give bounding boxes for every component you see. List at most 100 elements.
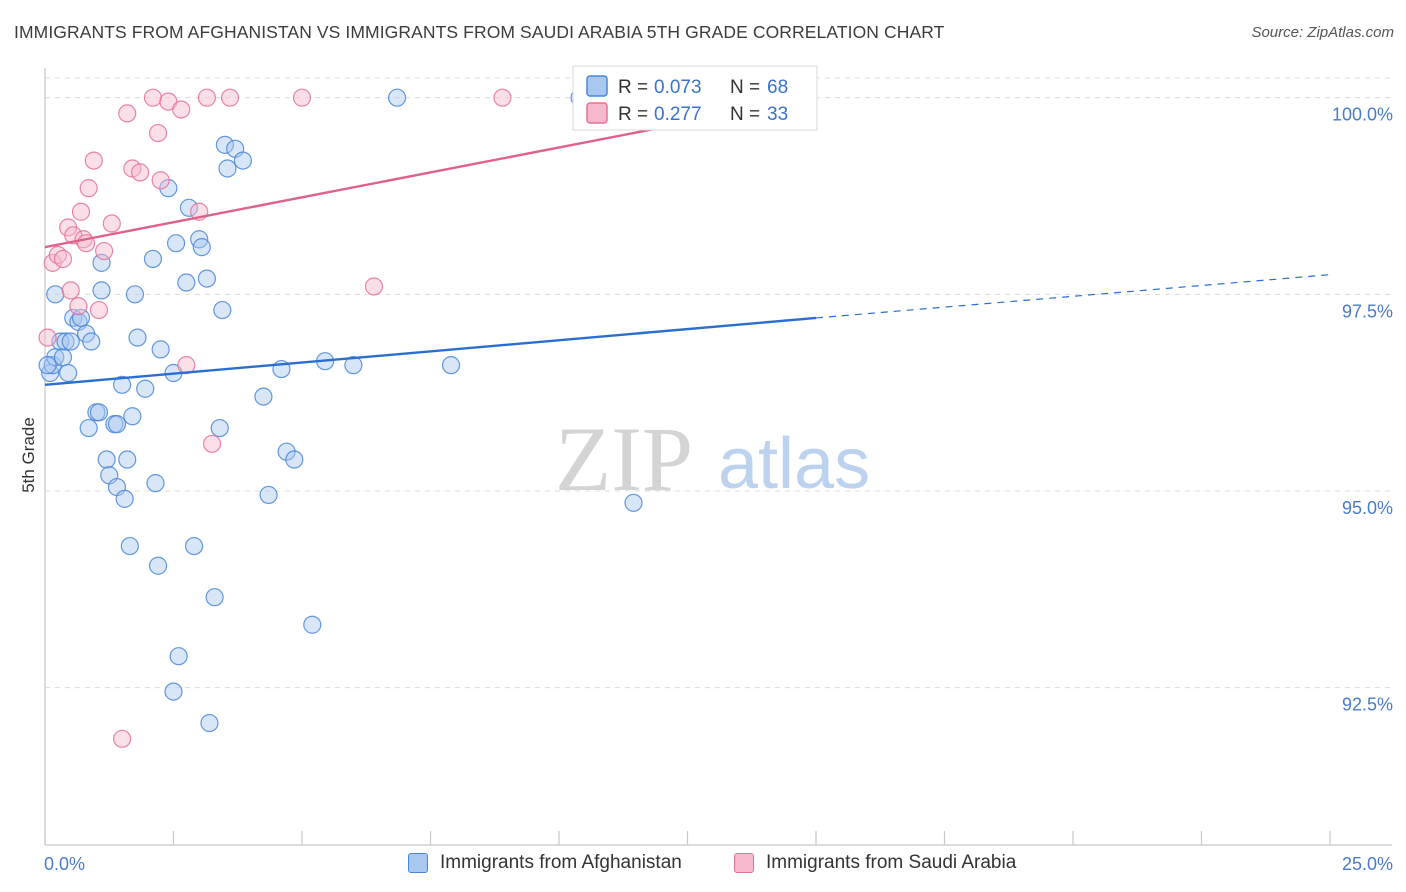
x-tick-label-min: 0.0% xyxy=(44,854,85,874)
afghanistan-trendline xyxy=(44,316,817,386)
afghanistan-point xyxy=(441,356,461,375)
legend-r-value: 0.277 xyxy=(654,104,702,125)
grid-layer xyxy=(45,77,1392,689)
saudi-arabia-point xyxy=(61,281,80,300)
afghanistan-point xyxy=(259,485,278,505)
afghanistan-point xyxy=(112,375,132,394)
afghanistan-point xyxy=(120,536,139,556)
saudi-arabia-point xyxy=(102,214,121,233)
afghanistan-point xyxy=(146,474,165,493)
afghanistan-point xyxy=(184,536,204,556)
afghanistan-point xyxy=(197,269,217,288)
saudi-arabia-point xyxy=(69,297,88,316)
afghanistan-point xyxy=(179,198,199,217)
afghanistan-point xyxy=(624,493,643,512)
y-tick-label: 92.5% xyxy=(1342,695,1393,715)
y-tick-label: 100.0% xyxy=(1332,105,1393,125)
afghanistan-point xyxy=(128,328,147,347)
afghanistan-point xyxy=(123,407,142,426)
afghanistan-point xyxy=(177,273,196,292)
watermark: ZIP atlas xyxy=(555,408,870,510)
saudi-arabia-point xyxy=(112,729,132,748)
chart-title: IMMIGRANTS FROM AFGHANISTAN VS IMMIGRANT… xyxy=(14,22,945,42)
legend-n-label: N = xyxy=(730,104,760,125)
bottom-legend: Immigrants from Afghanistan Immigrants f… xyxy=(0,852,1406,878)
afghanistan-point xyxy=(164,682,183,701)
afghanistan-point xyxy=(148,556,168,575)
afghanistan-point xyxy=(215,135,234,154)
legend-r-value: 0.073 xyxy=(654,77,702,98)
source-credit: Source: ZipAtlas.com xyxy=(1251,24,1394,41)
legend-label-saudi-arabia: Immigrants from Saudi Arabia xyxy=(766,852,1017,873)
saudi-arabia-point xyxy=(220,88,240,107)
afghanistan-point xyxy=(82,332,101,351)
afghanistan-point xyxy=(200,713,219,733)
afghanistan-point xyxy=(166,234,186,253)
legend-item-saudi-arabia[interactable]: Immigrants from Saudi Arabia xyxy=(734,852,1016,874)
afghanistan-point xyxy=(92,281,111,300)
saudi-arabia-point xyxy=(38,328,57,347)
afghanistan-point xyxy=(387,88,407,107)
afghanistan-point xyxy=(97,450,116,469)
y-axis-title: 5th Grade xyxy=(19,417,38,493)
x-tick-label-max: 25.0% xyxy=(1342,854,1393,874)
legend-swatch xyxy=(586,102,608,124)
afghanistan-point xyxy=(151,340,170,359)
afghanistan-point xyxy=(59,363,78,383)
afghanistan-point xyxy=(115,489,134,508)
saudi-arabia-point xyxy=(364,277,384,296)
watermark-zip: ZIP xyxy=(555,408,693,510)
legend-n-label: N = xyxy=(730,77,760,98)
saudi-arabia-point xyxy=(143,88,163,107)
afghanistan-point xyxy=(233,151,252,170)
afghanistan-point xyxy=(89,403,109,422)
saudi-arabia-point xyxy=(95,241,114,261)
saudi-arabia-point xyxy=(148,123,168,143)
legend-n-value: 33 xyxy=(767,104,788,125)
legend-swatch xyxy=(586,75,608,97)
saudi-arabia-point xyxy=(172,100,191,119)
saudi-arabia-point xyxy=(71,202,91,221)
afghanistan-point xyxy=(107,415,127,434)
afghanistan-point xyxy=(56,332,75,351)
afghanistan-point xyxy=(136,379,155,398)
afghanistan-point xyxy=(192,238,211,257)
saudi-arabia-point xyxy=(118,104,137,123)
legend-frame xyxy=(572,65,818,131)
afghanistan-point xyxy=(46,285,65,304)
afghanistan-point xyxy=(38,356,57,375)
legend-box: R = 0.073 N = 68 R = 0.277 N = 33 xyxy=(572,65,818,131)
afghanistan-trendline-extension xyxy=(815,274,1331,319)
legend-r-label: R = xyxy=(618,77,648,98)
afghanistan-point xyxy=(125,285,145,304)
saudi-arabia-point xyxy=(79,179,98,198)
legend-n-value: 68 xyxy=(767,77,788,98)
afghanistan-point xyxy=(210,418,229,438)
afghanistan-point xyxy=(285,450,304,469)
afghanistan-point xyxy=(344,356,363,375)
watermark-atlas: atlas xyxy=(718,424,870,504)
afghanistan-point xyxy=(61,332,80,351)
saudi-arabia-point xyxy=(197,88,217,107)
afghanistan-point xyxy=(118,450,137,469)
legend-label-afghanistan: Immigrants from Afghanistan xyxy=(440,852,682,873)
saudi-arabia-point xyxy=(130,163,150,182)
saudi-arabia-point xyxy=(151,171,170,190)
legend-swatch-saudi-arabia xyxy=(734,853,754,873)
saudi-arabia-point xyxy=(84,151,103,170)
afghanistan-point xyxy=(53,348,73,367)
afghanistan-point xyxy=(79,418,98,438)
afghanistan-point xyxy=(218,159,237,178)
saudi-arabia-point xyxy=(202,434,222,453)
axis-layer: 100.0% 97.5% 95.0% 92.5% 0.0% 25.0% xyxy=(44,68,1393,874)
afghanistan-point xyxy=(143,249,163,269)
legend-item-afghanistan[interactable]: Immigrants from Afghanistan xyxy=(408,852,682,874)
afghanistan-point xyxy=(205,588,224,607)
y-tick-label: 95.0% xyxy=(1342,498,1393,518)
afghanistan-point xyxy=(254,387,273,406)
saudi-arabia-point xyxy=(292,88,312,107)
afghanistan-point xyxy=(303,615,322,634)
afghanistan-point xyxy=(213,300,232,320)
afghanistan-point xyxy=(169,647,188,666)
points-layer xyxy=(38,88,643,748)
